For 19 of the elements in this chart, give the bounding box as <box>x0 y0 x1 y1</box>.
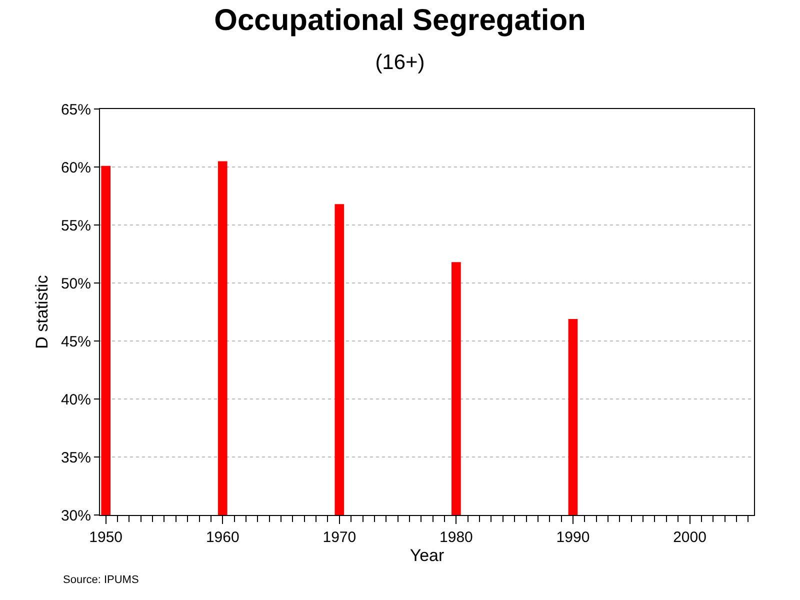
y-tick-label: 50% <box>60 275 91 292</box>
y-tick-label: 45% <box>60 333 91 350</box>
x-tick-label: 1950 <box>89 529 123 546</box>
chart-title: Occupational Segregation <box>214 4 586 37</box>
x-tick-label: 1960 <box>206 529 240 546</box>
source-note: Source: IPUMS <box>63 574 139 586</box>
y-tick-label: 60% <box>60 159 91 176</box>
y-tick-label: 35% <box>60 449 91 466</box>
y-tick-label: 30% <box>60 507 91 524</box>
y-axis-title: D statistic <box>32 274 52 349</box>
y-tick-label: 40% <box>60 391 91 408</box>
x-tick-label: 1990 <box>556 529 590 546</box>
x-axis-title: Year <box>410 546 445 565</box>
x-tick-label: 1970 <box>322 529 356 546</box>
y-tick-label: 65% <box>60 101 91 118</box>
chart-subtitle: (16+) <box>375 51 425 74</box>
y-tick-label: 55% <box>60 217 91 234</box>
x-tick-label: 1980 <box>440 529 473 546</box>
x-tick-label: 2000 <box>673 529 706 546</box>
